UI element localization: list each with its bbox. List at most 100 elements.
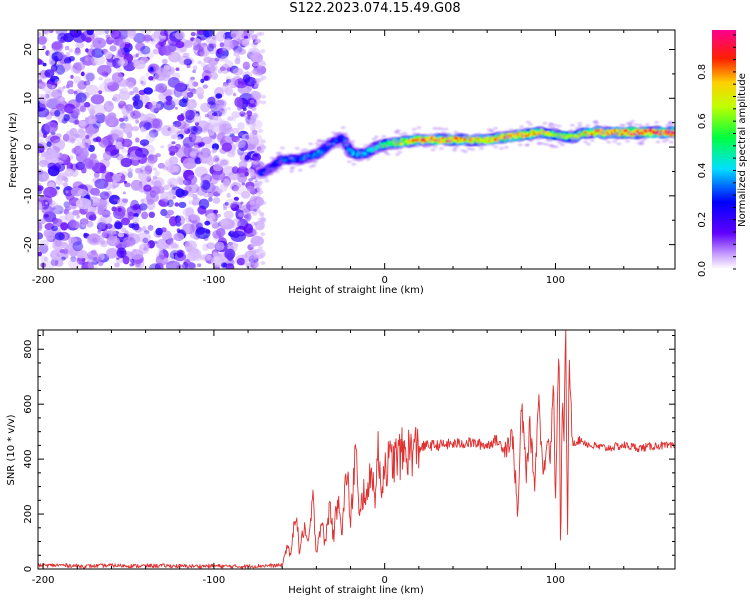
noise-blob <box>211 34 217 40</box>
noise-blob <box>103 78 114 86</box>
noise-blob <box>215 157 219 162</box>
ridge-halo <box>394 139 400 143</box>
noise-blob <box>162 45 172 56</box>
ridge-halo <box>577 124 583 128</box>
noise-blob <box>145 192 160 203</box>
noise-blob <box>117 207 122 212</box>
noise-blob <box>45 201 48 205</box>
noise-blob <box>231 135 240 143</box>
noise-blob <box>260 232 266 237</box>
noise-blob <box>70 241 84 253</box>
noise-blob <box>152 48 160 55</box>
ridge-blob <box>309 152 312 156</box>
ridge-halo <box>416 126 422 130</box>
ridge-halo <box>460 149 466 152</box>
ridge-blob <box>615 129 618 132</box>
noise-blob <box>152 175 158 180</box>
noise-blob <box>200 179 210 190</box>
noise-blob <box>80 71 85 77</box>
ridge-halo <box>625 139 630 143</box>
noise-blob <box>221 135 234 146</box>
noise-blob <box>256 192 262 196</box>
noise-blob <box>202 84 208 89</box>
noise-blob <box>232 92 237 97</box>
ridge-blob <box>649 128 653 133</box>
noise-blob <box>143 242 151 249</box>
noise-blob <box>135 119 140 124</box>
noise-blob <box>183 157 189 164</box>
noise-blob <box>212 148 218 153</box>
noise-blob <box>247 116 251 120</box>
ridge-halo <box>474 135 480 139</box>
ridge-halo <box>398 140 404 144</box>
spectrogram-noise-region <box>38 30 267 269</box>
noise-blob <box>240 201 244 205</box>
noise-blob <box>206 255 212 261</box>
noise-blob <box>86 30 94 36</box>
noise-blob <box>62 182 68 188</box>
noise-blob <box>251 243 257 248</box>
noise-blob <box>199 153 210 165</box>
noise-blob <box>158 85 165 91</box>
noise-blob <box>185 83 189 88</box>
noise-blob <box>253 161 259 166</box>
spectrogram-ridge <box>253 119 675 184</box>
noise-blob <box>222 45 227 51</box>
ridge-halo <box>665 123 671 127</box>
noise-blob <box>195 222 204 230</box>
colorbar-tick-label: 0.4 <box>697 162 708 178</box>
colorbar-gradient <box>712 30 736 269</box>
noise-blob <box>254 101 260 106</box>
noise-blob <box>38 82 43 87</box>
noise-blob <box>38 201 42 209</box>
noise-blob <box>72 107 80 117</box>
spectrogram-y-axis-label: Frequency (Hz) <box>8 112 19 188</box>
ridge-halo <box>558 130 564 134</box>
noise-blob <box>45 90 53 99</box>
noise-blob <box>195 120 210 132</box>
noise-blob <box>170 242 178 249</box>
noise-blob <box>42 62 47 67</box>
ridge-halo <box>278 167 284 170</box>
ridge-halo <box>577 121 583 125</box>
noise-blob <box>98 90 103 95</box>
ridge-halo <box>591 126 597 130</box>
ridge-halo <box>304 150 310 154</box>
noise-blob <box>38 58 43 65</box>
noise-blob <box>75 92 87 103</box>
spectrogram-x-tick-label: 100 <box>546 275 565 286</box>
noise-blob <box>112 173 122 183</box>
noise-blob <box>58 160 64 165</box>
noise-blob <box>107 134 113 141</box>
ridge-halo <box>398 133 404 136</box>
noise-blob <box>75 41 85 49</box>
noise-blob <box>87 48 96 57</box>
noise-blob <box>182 223 195 235</box>
noise-blob <box>251 249 257 254</box>
noise-blob <box>168 51 181 63</box>
noise-blob <box>226 106 232 111</box>
noise-blob <box>138 181 143 185</box>
noise-blob <box>215 241 225 251</box>
noise-blob <box>77 147 89 159</box>
noise-blob <box>80 105 87 113</box>
noise-blob <box>84 57 89 61</box>
ridge-blob <box>664 129 668 134</box>
noise-blob <box>203 75 210 81</box>
ridge-halo <box>550 125 556 129</box>
noise-blob <box>195 227 211 239</box>
ridge-halo <box>583 140 588 144</box>
noise-blob <box>76 128 86 139</box>
noise-blob <box>238 212 245 218</box>
ridge-halo <box>351 162 357 166</box>
ridge-halo <box>501 138 507 142</box>
noise-blob <box>185 206 194 218</box>
noise-blob <box>49 200 56 206</box>
ridge-halo <box>320 139 325 143</box>
ridge-halo <box>493 126 498 130</box>
noise-blob <box>168 216 178 227</box>
noise-blob <box>150 105 161 113</box>
noise-blob <box>224 202 229 206</box>
noise-blob <box>253 84 259 89</box>
noise-blob <box>227 116 234 121</box>
